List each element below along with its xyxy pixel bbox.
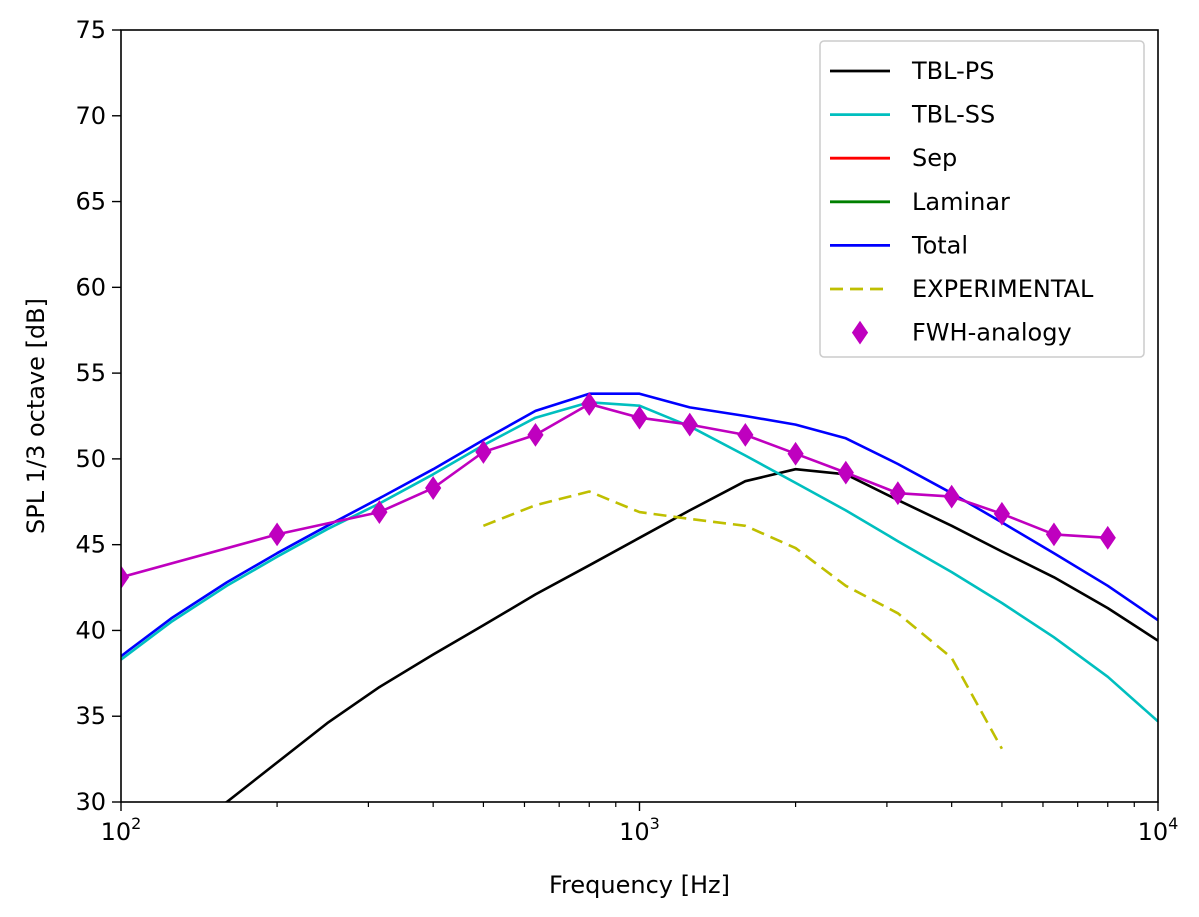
series-point-fwh-analogy xyxy=(889,481,906,506)
series-point-fwh-analogy xyxy=(425,476,442,500)
y-axis-ticks: 30 35 40 45 50 55 60 65 70 75 xyxy=(75,16,121,816)
legend-label: Laminar xyxy=(912,188,1010,216)
legend-marker-fwh-analogy xyxy=(851,320,869,345)
series-point-fwh-analogy xyxy=(121,565,130,590)
series-point-fwh-analogy xyxy=(943,484,960,509)
series-point-fwh-analogy xyxy=(681,412,698,437)
series-line-total xyxy=(121,392,1158,658)
legend-label: FWH-analogy xyxy=(912,319,1072,347)
series-point-fwh-analogy xyxy=(993,501,1011,526)
legend-label: TBL-PS xyxy=(911,57,994,85)
y-tick-label: 65 xyxy=(75,188,106,216)
plot-frame xyxy=(120,29,1159,803)
series-point-fwh-analogy xyxy=(837,460,854,485)
x-minor-ticks xyxy=(276,802,1135,807)
y-tick-label: 30 xyxy=(75,788,106,816)
legend: TBL-PS TBL-SS Sep Laminar Total EXPERIMENTAL F… xyxy=(819,40,1145,358)
y-tick-label: 70 xyxy=(75,102,106,130)
series-point-fwh-analogy xyxy=(631,405,648,430)
legend-label: EXPERIMENTAL xyxy=(912,275,1094,303)
x-tick-label: 104 xyxy=(1138,814,1179,846)
y-tick-label: 55 xyxy=(75,359,106,387)
x-axis-ticks: 102 103 104 xyxy=(101,802,1179,846)
x-tick-label: 102 xyxy=(101,814,142,846)
series-point-fwh-analogy xyxy=(1099,525,1116,550)
series-line-tbl-ss xyxy=(121,400,1158,723)
x-axis-label: Frequency [Hz] xyxy=(549,871,730,899)
y-tick-label: 35 xyxy=(75,702,106,730)
legend-label: Sep xyxy=(912,144,957,172)
y-tick-label: 60 xyxy=(75,273,106,301)
x-tick-label: 103 xyxy=(619,814,660,846)
series-line-tbl-ps xyxy=(224,467,1158,802)
y-tick-label: 50 xyxy=(75,445,106,473)
y-tick-label: 75 xyxy=(75,16,106,44)
y-axis-label: SPL 1/3 octave [dB] xyxy=(22,298,50,534)
series-line-experimental xyxy=(482,490,1004,750)
y-tick-label: 45 xyxy=(75,531,106,559)
series-point-fwh-analogy xyxy=(475,440,492,464)
legend-box xyxy=(819,40,1145,358)
y-tick-label: 40 xyxy=(75,616,106,644)
legend-label: TBL-SS xyxy=(911,101,995,129)
series-layer xyxy=(121,392,1158,802)
series-point-fwh-analogy xyxy=(581,392,598,416)
legend-label: Total xyxy=(911,231,968,259)
series-point-fwh-analogy xyxy=(787,441,804,466)
series-point-fwh-analogy xyxy=(1045,522,1063,547)
series-point-fwh-analogy xyxy=(268,522,286,547)
series-point-fwh-analogy xyxy=(527,422,544,447)
series-point-fwh-analogy xyxy=(371,500,388,524)
series-point-fwh-analogy xyxy=(737,422,754,447)
